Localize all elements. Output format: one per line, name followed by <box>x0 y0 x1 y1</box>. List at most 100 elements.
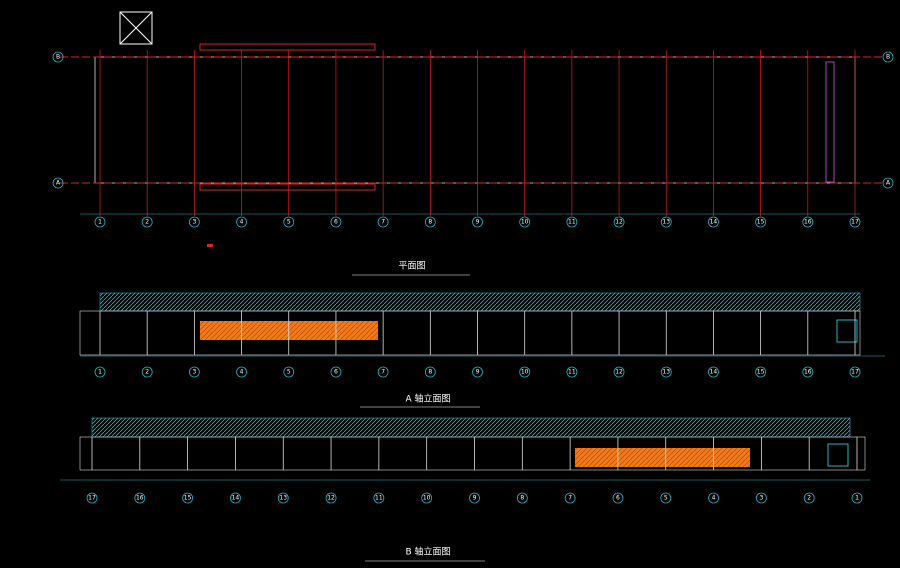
axis-label: 8 <box>428 369 432 376</box>
axis-bubble <box>94 216 106 228</box>
axis-label: 2 <box>145 219 149 226</box>
axis-label: 14 <box>232 495 240 502</box>
axis-label: 15 <box>757 219 765 226</box>
axis-label: 11 <box>568 219 576 226</box>
axis-bubble <box>141 216 153 228</box>
axis-label: 17 <box>851 219 859 226</box>
axis-bubble <box>236 366 247 378</box>
axis-label: 13 <box>662 219 670 226</box>
axis-bubble <box>424 216 436 228</box>
axis-label: 11 <box>375 495 383 502</box>
axis-label: 11 <box>568 369 576 376</box>
axis-label: 2 <box>807 495 811 502</box>
axis-bubble <box>330 366 342 378</box>
axis-bubble <box>613 366 625 378</box>
elevation-b <box>60 417 870 562</box>
axis-bubble <box>755 366 767 378</box>
axis-label: 12 <box>615 369 623 376</box>
axis-label: 15 <box>757 369 765 376</box>
axis-bubble <box>94 366 106 378</box>
axis-label: 6 <box>616 495 620 502</box>
axis-label: 5 <box>287 219 291 226</box>
axis-bubble <box>421 492 433 504</box>
plan-title: 平面图 <box>398 261 425 272</box>
axis-label: 13 <box>279 495 287 502</box>
axis-label: 15 <box>184 495 192 502</box>
axis-label: 14 <box>710 219 718 226</box>
axis-label: A <box>886 180 891 187</box>
elevation-a-title: A 轴立面图 <box>405 393 450 405</box>
axis-label: 1 <box>98 219 102 226</box>
axis-bubble <box>882 51 894 63</box>
axis-label: 16 <box>804 219 812 226</box>
axis-label: 5 <box>664 495 668 502</box>
axis-bubble <box>469 492 480 504</box>
axis-bubble <box>325 492 337 504</box>
axis-bubble <box>519 216 531 228</box>
axis-bubble <box>660 492 672 504</box>
axis-bubble <box>283 366 295 378</box>
axis-label: 7 <box>381 369 385 376</box>
axis-label: 17 <box>88 495 96 502</box>
axis-label: 5 <box>287 369 291 376</box>
axis-bubble <box>86 492 98 504</box>
plan-view <box>60 11 885 276</box>
axis-bubble <box>755 492 767 504</box>
axis-label: 4 <box>240 219 244 226</box>
axis-bubble <box>802 366 814 378</box>
axis-bubble <box>330 216 342 228</box>
axis-bubble <box>613 216 625 228</box>
axis-bubble <box>851 492 863 504</box>
axis-bubble <box>277 492 289 504</box>
axis-bubble <box>803 492 815 504</box>
axis-label: A <box>56 180 61 187</box>
axis-label: 14 <box>710 369 718 376</box>
axis-bubble <box>660 366 672 378</box>
axis-label: 3 <box>192 369 196 376</box>
axis-bubble <box>188 216 200 228</box>
axis-label: 4 <box>712 495 716 502</box>
axis-label: 9 <box>473 495 477 502</box>
axis-bubble <box>708 216 719 228</box>
axis-bubble <box>519 366 531 378</box>
axis-bubble <box>802 216 814 228</box>
axis-bubble <box>377 366 389 378</box>
axis-bubble <box>564 492 576 504</box>
axis-label: 10 <box>521 219 529 226</box>
axis-label: 16 <box>136 495 144 502</box>
axis-label: 3 <box>192 219 196 226</box>
axis-bubble <box>52 177 64 189</box>
axis-label: 3 <box>759 495 763 502</box>
axis-bubble <box>472 216 483 228</box>
axis-label: 9 <box>476 219 480 226</box>
axis-bubble <box>373 492 385 504</box>
axis-bubble <box>188 366 200 378</box>
axis-bubble <box>566 366 578 378</box>
axis-label: 8 <box>520 495 524 502</box>
axis-bubble <box>230 492 241 504</box>
axis-bubble <box>566 216 578 228</box>
axis-bubble <box>134 492 146 504</box>
axis-label: 8 <box>428 219 432 226</box>
axis-label: 7 <box>381 219 385 226</box>
axis-bubble <box>708 366 719 378</box>
axis-bubble <box>377 216 389 228</box>
axis-bubble <box>182 492 194 504</box>
axis-bubble <box>612 492 624 504</box>
axis-bubble <box>472 366 483 378</box>
axis-bubble <box>52 51 64 63</box>
axis-bubble <box>849 366 861 378</box>
axis-bubble <box>283 216 295 228</box>
axis-label: 2 <box>145 369 149 376</box>
axis-label: 7 <box>568 495 572 502</box>
elevation-b-title: B 轴立面图 <box>405 546 450 558</box>
axis-label: 10 <box>521 369 529 376</box>
axis-label: 17 <box>851 369 859 376</box>
axis-label: 16 <box>804 369 812 376</box>
axis-bubble <box>755 216 767 228</box>
axis-label: 9 <box>476 369 480 376</box>
axis-bubble <box>424 366 436 378</box>
axis-label: B <box>886 54 890 61</box>
